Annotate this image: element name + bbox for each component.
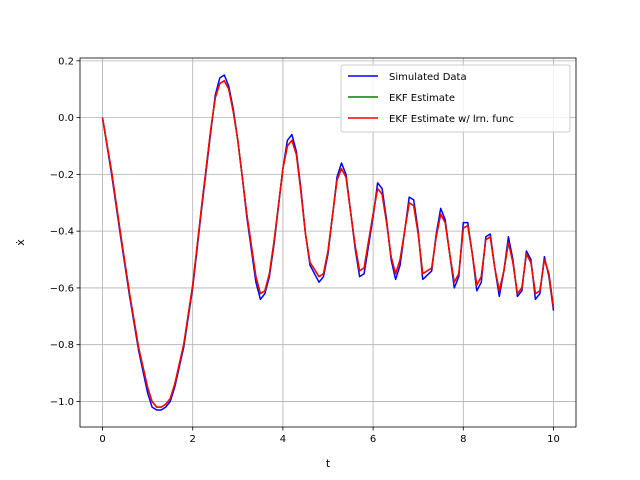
y-axis-label: ẋ <box>14 239 27 246</box>
y-tick-label: −0.2 <box>50 170 74 181</box>
axis-ticks: 0 2 4 6 8 10 −1.0 −0.8 −0.6 −0.4 −0.2 0.0 0.2 <box>50 56 560 445</box>
y-tick-label: −0.4 <box>50 227 74 238</box>
series-ekf-estimate-lrn <box>101 79 555 408</box>
y-tick-label: 0.0 <box>58 113 74 124</box>
x-tick-label: 2 <box>190 434 196 445</box>
x-axis-label: t <box>326 457 331 470</box>
x-tick-label: 6 <box>370 434 376 445</box>
legend: Simulated Data EKF Estimate EKF Estimate… <box>340 64 571 133</box>
plot-frame <box>79 57 577 428</box>
x-tick-label: 0 <box>99 434 105 445</box>
x-tick-label: 4 <box>280 434 286 445</box>
series-lines <box>101 74 555 411</box>
legend-box <box>340 64 571 133</box>
x-tick-label: 8 <box>460 434 466 445</box>
x-tick-label: 10 <box>547 434 560 445</box>
legend-label-ekf-lrn: EKF Estimate w/ lrn. func <box>389 114 514 125</box>
legend-label-simulated: Simulated Data <box>389 72 467 83</box>
y-tick-label: −0.6 <box>50 283 74 294</box>
legend-label-ekf: EKF Estimate <box>389 93 455 104</box>
y-tick-label: 0.2 <box>58 56 74 67</box>
y-tick-label: −1.0 <box>50 397 74 408</box>
y-tick-label: −0.8 <box>50 340 74 351</box>
grid-lines <box>80 58 576 427</box>
